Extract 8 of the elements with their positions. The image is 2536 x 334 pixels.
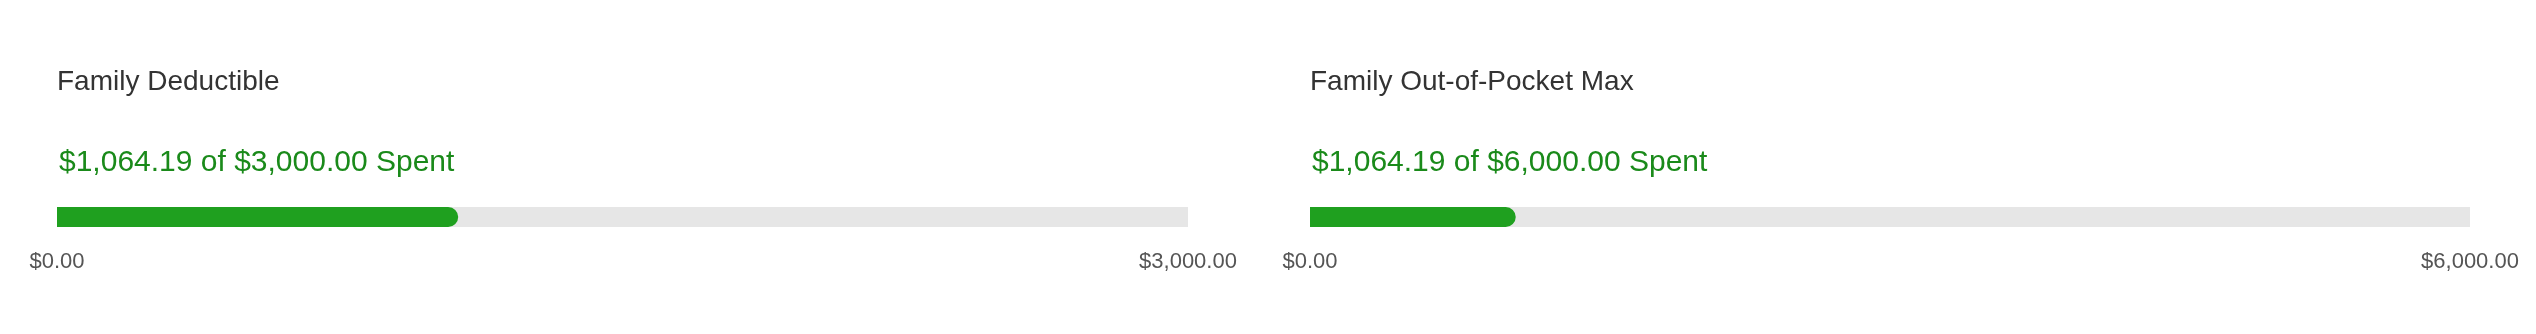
- x-tick-label: $0.00: [29, 248, 85, 273]
- chart-title: Family Out-of-Pocket Max: [1310, 64, 1634, 96]
- x-tick-label: $3,000.00: [1139, 248, 1237, 273]
- x-tick-label: $6,000.00: [2421, 248, 2519, 273]
- chart-subtitle: $1,064.19 of $3,000.00 Spent: [59, 144, 456, 177]
- chart-title: Family Deductible: [57, 64, 280, 96]
- x-tick-label: $0.00: [1282, 248, 1338, 273]
- chart-subtitle: $1,064.19 of $6,000.00 Spent: [1312, 144, 1709, 177]
